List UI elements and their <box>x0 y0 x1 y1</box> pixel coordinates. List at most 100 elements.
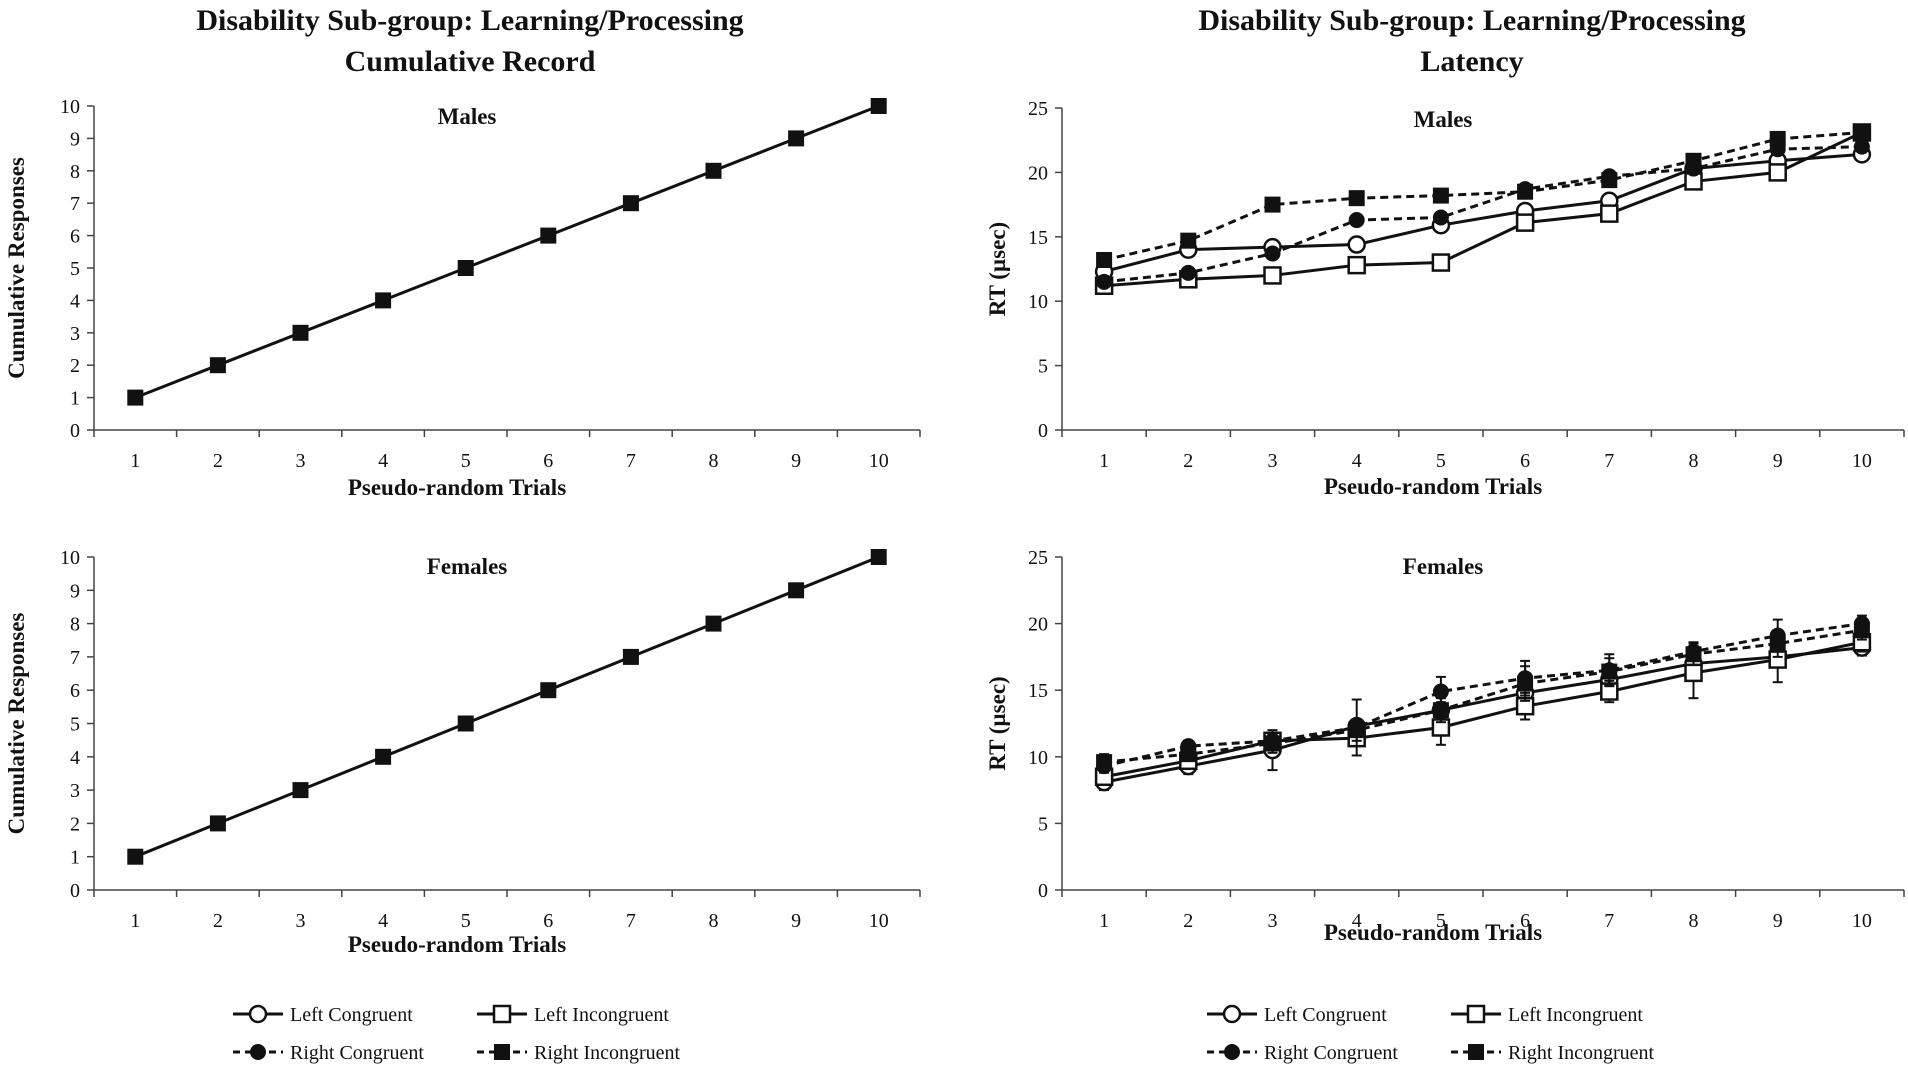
marker-filled-square <box>1601 663 1618 680</box>
x-tick-label: 2 <box>1183 910 1193 932</box>
y-tick-label: 0 <box>70 420 80 442</box>
x-tick-label: 5 <box>461 450 471 472</box>
x-tick-label: 3 <box>1268 910 1278 932</box>
chart-latency-females: 0 5 10 15 20 25 1 2 3 4 5 6 7 8 9 10 Females Pseudo-rando… <box>985 547 1905 945</box>
x-tick-label: 5 <box>1436 450 1446 472</box>
series-line <box>1103 628 1863 764</box>
marker-filled-square <box>1180 746 1197 763</box>
marker-filled-square <box>457 715 474 732</box>
x-tick-label: 8 <box>1689 450 1699 472</box>
series-right-incongruent <box>1096 619 1870 772</box>
marker-filled-square <box>1096 754 1113 771</box>
y-tick-label: 5 <box>70 714 80 736</box>
right-title-line2: Latency <box>1420 45 1523 78</box>
x-tick-label: 1 <box>130 910 140 932</box>
marker-filled-square <box>375 292 392 309</box>
marker-filled-square <box>375 748 392 765</box>
x-tick-label: 3 <box>296 910 306 932</box>
x-tick-label: 7 <box>1604 910 1614 932</box>
marker-filled-square <box>1096 251 1113 268</box>
marker-open-square <box>1600 204 1619 223</box>
y-axis-label: RT (µsec) <box>985 222 1010 316</box>
marker-filled-square <box>127 848 144 865</box>
marker-filled-square <box>1517 675 1534 692</box>
x-tick-label: 2 <box>213 910 223 932</box>
series-left-congruent <box>1094 145 1872 281</box>
y-tick-label: 9 <box>70 580 80 602</box>
x-axis-label: Pseudo-random Trials <box>1324 474 1542 499</box>
legend-left: Left Congruent Left Incongruent Right Co… <box>233 1004 681 1064</box>
marker-filled-circle <box>1432 683 1449 700</box>
series-line <box>1103 131 1863 288</box>
marker-filled-square <box>788 130 805 147</box>
series-cumulative <box>127 98 887 406</box>
left-title-line1: Disability Sub-group: Learning/Processin… <box>196 4 743 37</box>
x-tick-label: 5 <box>461 910 471 932</box>
x-tick-label: 10 <box>1852 450 1872 472</box>
marker-filled-square <box>1180 232 1197 249</box>
x-tick-label: 10 <box>869 910 889 932</box>
marker-filled-square <box>705 162 722 179</box>
y-tick-label: 25 <box>1028 547 1048 569</box>
series-line <box>1103 145 1862 284</box>
y-tick-label: 9 <box>70 128 80 150</box>
y-tick-label: 8 <box>70 161 80 183</box>
marker-filled-square <box>1348 722 1365 739</box>
legend-open-square-icon <box>492 1004 512 1024</box>
marker-filled-square <box>1264 735 1281 752</box>
legend-filled-square-icon <box>1468 1044 1484 1060</box>
x-tick-label: 8 <box>709 450 719 472</box>
legend-left-incongruent-label: Left Incongruent <box>1508 1004 1643 1026</box>
series-line <box>1103 130 1863 262</box>
latency-subtitle: Females <box>1403 554 1484 579</box>
legend-right: Left Congruent Left Incongruent Right Co… <box>1207 1004 1655 1064</box>
series-right-congruent <box>1096 138 1870 290</box>
marker-filled-square <box>870 98 887 114</box>
y-tick-label: 8 <box>70 614 80 636</box>
y-tick-label: 0 <box>1038 420 1048 442</box>
x-tick-label: 7 <box>626 910 636 932</box>
y-tick-label: 20 <box>1028 614 1048 636</box>
marker-filled-square <box>1264 196 1281 213</box>
y-tick-label: 7 <box>70 647 80 669</box>
x-tick-label: 1 <box>1099 450 1109 472</box>
marker-filled-square <box>1517 183 1534 200</box>
marker-open-square <box>1431 253 1451 272</box>
x-tick-label: 6 <box>543 910 553 932</box>
marker-filled-square <box>292 324 309 341</box>
y-tick-label: 5 <box>1038 356 1048 378</box>
chart-latency-males: 0 5 10 15 20 25 1 2 3 4 5 6 7 8 9 10 Males Pseudo-random … <box>985 98 1905 499</box>
marker-filled-square <box>788 582 805 599</box>
x-tick-label: 7 <box>1604 450 1614 472</box>
chart-cumulative-females: 0 1 2 3 4 5 6 7 8 9 10 1 2 3 4 5 6 7 8 9 10 Females Pseudo-ran… <box>4 547 921 957</box>
marker-filled-square <box>540 227 557 244</box>
legend-filled-circle-icon <box>250 1044 266 1060</box>
x-tick-label: 2 <box>213 450 223 472</box>
series-line <box>1103 640 1863 779</box>
marker-filled-circle <box>1348 212 1365 229</box>
latency-subtitle: Males <box>1414 107 1473 132</box>
legend-right-congruent-label: Right Congruent <box>1264 1042 1398 1064</box>
y-axis-label: Cumulative Responses <box>4 613 29 835</box>
x-tick-label: 9 <box>791 910 801 932</box>
y-tick-label: 6 <box>70 680 80 702</box>
y-tick-label: 5 <box>70 258 80 280</box>
x-tick-label: 1 <box>130 450 140 472</box>
marker-filled-circle <box>1264 245 1281 262</box>
y-tick-label: 10 <box>1028 291 1048 313</box>
y-tick-label: 5 <box>1038 813 1048 835</box>
series-line <box>134 555 880 859</box>
y-tick-label: 7 <box>70 193 80 215</box>
marker-filled-square <box>1601 172 1618 189</box>
x-axis-label: Pseudo-random Trials <box>1324 920 1542 945</box>
y-tick-label: 10 <box>60 96 80 118</box>
x-tick-label: 1 <box>1099 910 1109 932</box>
marker-open-square <box>1263 266 1282 285</box>
legend-open-circle-icon <box>1222 1004 1242 1024</box>
marker-open-square <box>1684 663 1703 683</box>
marker-filled-square <box>209 815 226 832</box>
y-tick-label: 15 <box>1028 680 1048 702</box>
series-right-incongruent <box>1096 124 1870 268</box>
y-tick-label: 10 <box>60 547 80 569</box>
series-cumulative <box>127 549 887 865</box>
